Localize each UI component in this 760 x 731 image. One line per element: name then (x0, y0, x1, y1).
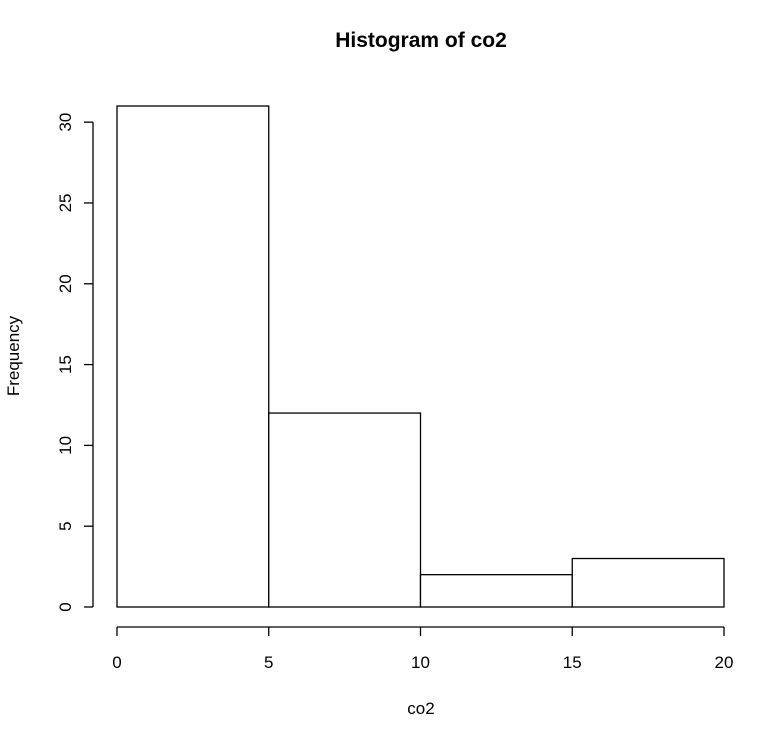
y-tick-label-1: 5 (56, 521, 75, 530)
x-tick-label-3: 15 (563, 653, 582, 672)
x-axis: 0 5 10 15 20 (112, 626, 734, 672)
y-tick-label-5: 25 (56, 194, 75, 213)
y-tick-label-3: 15 (56, 355, 75, 374)
y-axis: 0 5 10 15 20 25 30 (56, 113, 94, 612)
y-tick-label-2: 10 (56, 436, 75, 455)
histogram-bar-2 (419, 574, 573, 608)
histogram-bar-1 (268, 412, 422, 608)
x-tick-label-2: 10 (411, 653, 430, 672)
chart-title: Histogram of co2 (335, 29, 507, 52)
x-tick-label-4: 20 (715, 653, 734, 672)
x-tick-label-0: 0 (112, 653, 121, 672)
y-axis-label: Frequency (4, 315, 23, 396)
histogram-bar-3 (571, 557, 725, 608)
y-tick-label-0: 0 (56, 602, 75, 611)
y-tick-label-4: 20 (56, 274, 75, 293)
histogram-bar-0 (116, 105, 270, 608)
bars-group (116, 105, 725, 608)
x-axis-label: co2 (407, 699, 434, 718)
y-tick-label-6: 30 (56, 113, 75, 132)
x-tick-label-1: 5 (264, 653, 273, 672)
